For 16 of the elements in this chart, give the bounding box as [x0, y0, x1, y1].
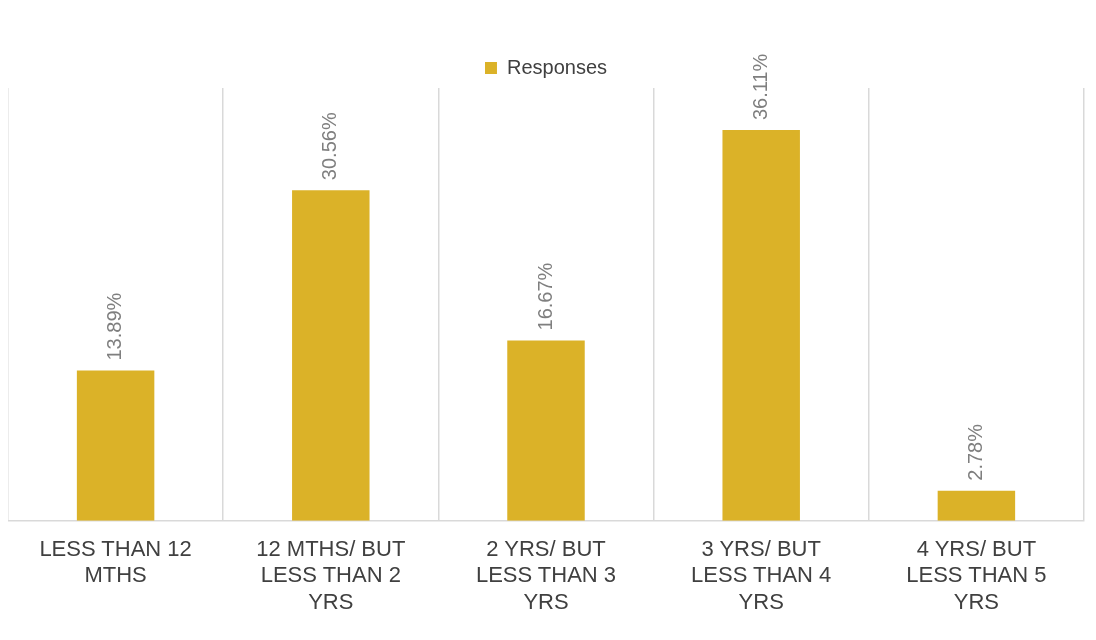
- legend-label: Responses: [506, 55, 608, 78]
- data-label: 13.89%: [103, 292, 126, 361]
- x-tick-label: LESS THAN 12 MTHS: [39, 536, 192, 588]
- bar: [292, 190, 370, 521]
- data-label: 36.11%: [748, 53, 771, 121]
- data-label: 2.78%: [963, 423, 986, 481]
- data-label: 30.56%: [318, 112, 341, 181]
- bar: [937, 490, 1016, 521]
- x-tick-label: 4 YRS/ BUT LESS THAN 5 YRS: [906, 536, 1047, 614]
- data-label: 16.67%: [533, 262, 556, 331]
- bar: [76, 370, 155, 521]
- x-tick-label: 2 YRS/ BUT LESS THAN 3 YRS: [475, 536, 617, 614]
- bar: [722, 130, 800, 521]
- x-tick-label: 3 YRS/ BUT LESS THAN 4 YRS: [691, 536, 832, 614]
- bar: [507, 340, 585, 521]
- x-tick-label: 12 MTHS/ BUT LESS THAN 2 YRS: [256, 536, 406, 614]
